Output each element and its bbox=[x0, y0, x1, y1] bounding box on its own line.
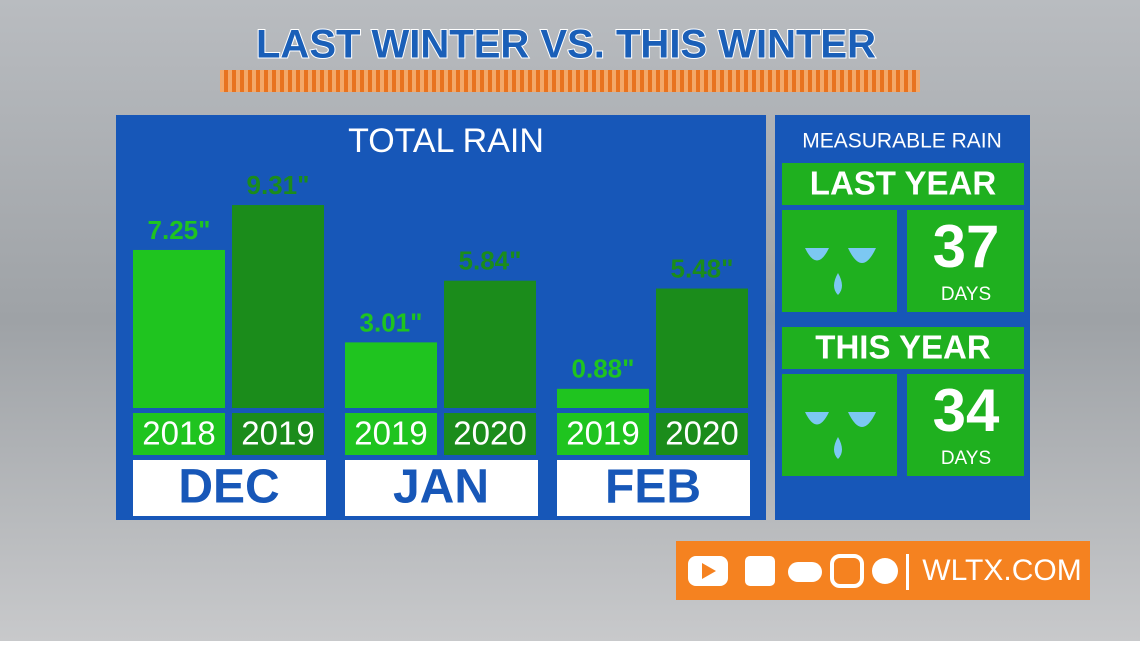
bar bbox=[345, 342, 437, 408]
year-box bbox=[557, 413, 649, 455]
chart-title: TOTAL RAIN bbox=[348, 122, 544, 160]
value-label: 5.48" bbox=[671, 253, 734, 283]
year-label: 2019 bbox=[354, 415, 427, 452]
icon-box bbox=[782, 374, 897, 476]
day-unit: DAYS bbox=[941, 284, 991, 305]
value-label: 5.84" bbox=[459, 246, 522, 276]
bar bbox=[232, 205, 324, 408]
year-box bbox=[345, 413, 437, 455]
value-label: 7.25" bbox=[148, 215, 211, 245]
bar bbox=[656, 288, 748, 408]
year-box bbox=[656, 413, 748, 455]
side-label-box bbox=[782, 163, 1024, 205]
side-label-box bbox=[782, 327, 1024, 369]
value-label: 3.01" bbox=[360, 307, 423, 337]
side-label: LAST YEAR bbox=[810, 165, 997, 202]
social-icons bbox=[688, 554, 909, 590]
bar bbox=[444, 280, 536, 408]
day-count: 37 bbox=[933, 213, 1000, 280]
month-box bbox=[133, 460, 326, 516]
year-label: 2019 bbox=[566, 415, 639, 452]
value-label: 0.88" bbox=[572, 354, 635, 384]
month-box bbox=[557, 460, 750, 516]
side-title: MEASURABLE RAIN bbox=[802, 130, 1002, 153]
number-box bbox=[907, 210, 1024, 312]
number-box bbox=[907, 374, 1024, 476]
title-stripes bbox=[220, 70, 920, 92]
year-label: 2020 bbox=[453, 415, 526, 452]
bar bbox=[133, 249, 225, 408]
month-box bbox=[345, 460, 538, 516]
drop-icon bbox=[805, 248, 876, 295]
year-label: 2020 bbox=[665, 415, 738, 452]
year-label: 2018 bbox=[142, 415, 215, 452]
bar bbox=[557, 388, 649, 408]
footer-site: WLTX.COM bbox=[922, 554, 1081, 587]
title: LAST WINTER VS. THIS WINTER bbox=[256, 23, 876, 67]
year-label: 2019 bbox=[241, 415, 314, 452]
side-label: THIS YEAR bbox=[815, 329, 991, 366]
year-box bbox=[232, 413, 324, 455]
value-label: 9.31" bbox=[247, 170, 310, 200]
year-box bbox=[444, 413, 536, 455]
day-count: 34 bbox=[933, 377, 1000, 444]
month-label: DEC bbox=[178, 461, 279, 514]
month-label: JAN bbox=[393, 461, 489, 514]
year-box bbox=[133, 413, 225, 455]
icon-box bbox=[782, 210, 897, 312]
drop-icon bbox=[805, 412, 876, 459]
month-label: FEB bbox=[605, 461, 701, 514]
day-unit: DAYS bbox=[941, 448, 991, 469]
